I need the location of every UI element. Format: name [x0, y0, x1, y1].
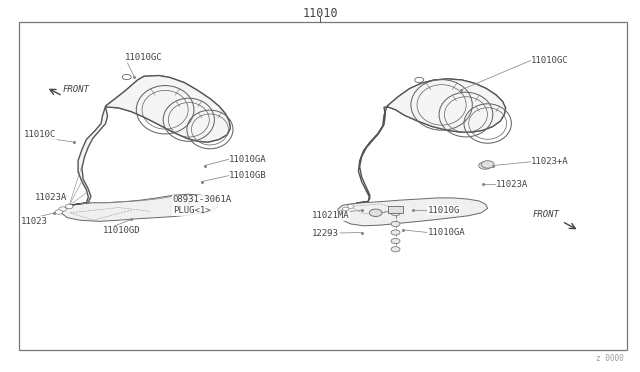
Circle shape	[184, 199, 197, 206]
Text: 11021MA: 11021MA	[312, 211, 350, 220]
Circle shape	[55, 210, 63, 214]
Text: 11010GC: 11010GC	[531, 56, 569, 65]
Polygon shape	[61, 194, 218, 221]
Text: 08931-3061A
PLUG<1>: 08931-3061A PLUG<1>	[173, 195, 232, 215]
Text: 12293: 12293	[312, 229, 339, 238]
Circle shape	[122, 74, 131, 80]
Circle shape	[391, 211, 400, 216]
Circle shape	[369, 209, 382, 217]
Bar	[388, 206, 403, 213]
Circle shape	[479, 162, 492, 169]
Circle shape	[59, 207, 67, 211]
Circle shape	[391, 238, 400, 244]
Bar	[19, 22, 627, 350]
Text: z 0000: z 0000	[596, 354, 624, 363]
Text: FRONT: FRONT	[63, 85, 90, 94]
Polygon shape	[387, 79, 506, 132]
Text: 11023A: 11023A	[496, 180, 528, 189]
Text: 11010GB: 11010GB	[229, 171, 267, 180]
Text: 11010GC: 11010GC	[125, 53, 163, 62]
Circle shape	[481, 161, 494, 168]
Text: FRONT: FRONT	[532, 211, 559, 219]
Polygon shape	[61, 76, 230, 213]
Circle shape	[339, 210, 346, 214]
Text: 11010: 11010	[302, 7, 338, 19]
Text: 11010G: 11010G	[428, 206, 460, 215]
Text: 11010C: 11010C	[24, 130, 56, 139]
Circle shape	[391, 247, 400, 252]
Polygon shape	[342, 79, 506, 220]
Polygon shape	[338, 198, 488, 226]
Circle shape	[348, 205, 354, 208]
Text: 11023+A: 11023+A	[531, 157, 569, 166]
Text: 11010GA: 11010GA	[229, 155, 267, 164]
Text: 11010GA: 11010GA	[428, 228, 465, 237]
Circle shape	[391, 230, 400, 235]
Circle shape	[415, 77, 424, 83]
Polygon shape	[106, 76, 230, 142]
Circle shape	[342, 207, 349, 211]
Text: 11023: 11023	[20, 217, 47, 226]
Circle shape	[391, 221, 400, 227]
Text: 11010GD: 11010GD	[102, 226, 140, 235]
Text: 11023A: 11023A	[35, 193, 67, 202]
Circle shape	[65, 204, 73, 209]
